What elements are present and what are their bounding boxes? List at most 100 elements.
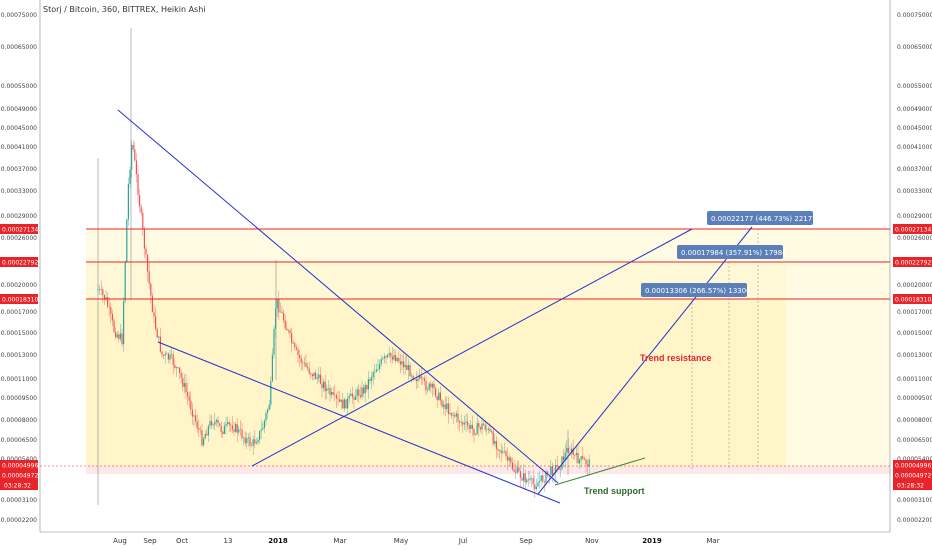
measure-text-2: 0.00017984 (357.91%) 17984 — [681, 249, 787, 257]
measure-box-3[interactable] — [641, 283, 747, 297]
candle-body — [255, 442, 257, 444]
candle-body — [391, 356, 393, 360]
candle-body — [470, 424, 472, 429]
candle-body — [297, 349, 299, 356]
measure-text-3: 0.00013306 (266.57%) 13306 — [645, 287, 751, 295]
trend-line-channel[interactable] — [251, 228, 693, 467]
candle-body — [563, 456, 565, 461]
y-tick-right: 0.00055000 — [897, 83, 932, 90]
candle-body — [243, 437, 245, 439]
candle-body — [137, 174, 139, 196]
candle-body — [529, 478, 531, 481]
candle-body — [339, 399, 341, 402]
candle-body — [235, 424, 237, 432]
candle-body — [441, 400, 443, 407]
chart-title: Storj / Bitcoin, 360, BITTREX, Heikin As… — [43, 5, 206, 14]
candle-body — [435, 388, 437, 397]
trend-line-support[interactable] — [554, 457, 646, 486]
candle-body — [179, 367, 181, 374]
candle-body — [174, 364, 176, 368]
y-tick-right: 0.00003100 — [897, 497, 932, 504]
candle-body — [164, 353, 166, 356]
y-tick-left: 0.00045000 — [1, 125, 37, 132]
candle-body — [420, 376, 422, 379]
annotation-trend-resistance[interactable]: Trend resistance — [640, 353, 712, 363]
candle-body — [319, 374, 321, 384]
candle-body — [508, 457, 510, 461]
candle-body — [145, 248, 147, 255]
candle-body — [262, 428, 264, 430]
candle-body — [540, 475, 542, 481]
candle-body — [393, 355, 395, 360]
candle-body — [459, 421, 461, 423]
candle-body — [294, 343, 296, 348]
candle-body — [587, 464, 589, 467]
candle-body — [279, 311, 281, 313]
candle-body — [172, 354, 174, 365]
left-tag-close-text: 0.00004972 — [2, 473, 38, 480]
candle-body — [475, 434, 477, 435]
right-tag-current-text: 0.00004996 — [895, 463, 931, 470]
candle-body — [561, 456, 563, 469]
measure-box-1[interactable] — [707, 211, 813, 225]
candle-body — [559, 468, 561, 470]
right-tag-close — [893, 470, 932, 480]
candle-body — [388, 353, 390, 355]
candle-body — [273, 328, 275, 355]
candle-body — [430, 383, 432, 388]
y-tick-left: 0.00017000 — [1, 309, 37, 316]
candle-body — [295, 347, 297, 350]
candle-body — [147, 254, 149, 272]
candle-body — [406, 365, 408, 371]
candle-body — [270, 381, 272, 405]
candlestick-series — [97, 28, 590, 505]
y-tick-left: 0.00037000 — [1, 166, 37, 173]
x-tick-label: 13 — [224, 537, 233, 545]
trend-line-breakout[interactable] — [537, 226, 753, 495]
trend-line-lower[interactable] — [157, 341, 561, 504]
candle-body — [163, 354, 165, 356]
candle-body — [486, 429, 488, 431]
candle-body — [401, 361, 403, 365]
y-tick-left: 0.00006500 — [1, 437, 37, 444]
candle-body — [396, 358, 398, 362]
candle-body — [287, 330, 289, 331]
candle-body — [118, 334, 120, 339]
candle-body — [241, 429, 243, 439]
candle-body — [377, 369, 379, 370]
y-tick-right: 0.00008000 — [897, 417, 932, 424]
candle-body — [422, 378, 424, 379]
candle-body — [123, 301, 125, 345]
annotation-trend-support[interactable]: Trend support — [584, 486, 645, 496]
candle-body — [169, 354, 171, 360]
candle-body — [582, 456, 584, 459]
candle-body — [340, 399, 342, 402]
candle-body — [577, 452, 579, 464]
candle-body — [310, 373, 312, 375]
candle-body — [478, 423, 480, 428]
candle-body — [199, 429, 201, 431]
trend-line-resistance[interactable] — [117, 109, 559, 484]
candle-body — [510, 457, 512, 463]
candle-body — [457, 413, 459, 422]
x-tick-label: Mar — [706, 537, 719, 545]
y-tick-right: 0.00037000 — [897, 166, 932, 173]
candle-body — [246, 438, 248, 444]
candle-body — [156, 328, 158, 338]
candle-body — [439, 392, 441, 401]
candle-body — [433, 383, 435, 389]
candle-body — [383, 356, 385, 359]
measure-box-2[interactable] — [677, 245, 783, 259]
x-tick-label: 2019 — [642, 537, 662, 545]
candle-body — [447, 403, 449, 415]
candle-body — [468, 425, 470, 429]
candle-body — [359, 395, 361, 397]
right-tag-timer-text: 03:28:32 — [897, 483, 924, 490]
candle-body — [423, 378, 425, 382]
candle-body — [263, 420, 265, 429]
candle-body — [417, 378, 419, 382]
candle-body — [127, 184, 129, 220]
left-tag-timer — [0, 480, 38, 490]
candle-body — [499, 450, 501, 451]
